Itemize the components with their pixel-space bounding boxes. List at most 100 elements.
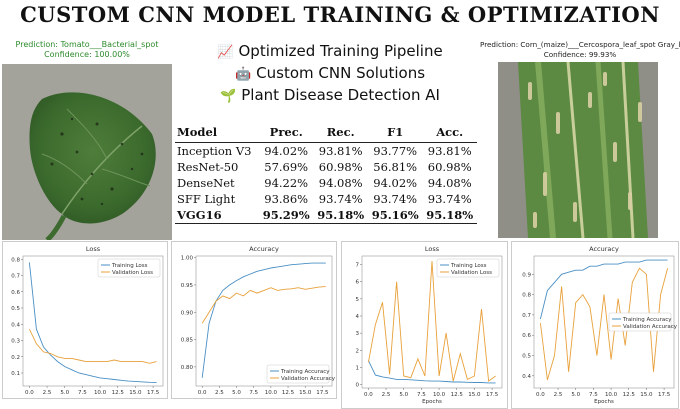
legend-label: Training Accuracy — [622, 317, 672, 323]
left-confidence-label: Confidence: 100.00% — [44, 50, 130, 59]
x-tick-label: 7.5 — [589, 392, 598, 398]
table-row-best: VGG16 95.29% 95.18% 95.16% 95.18% — [175, 207, 477, 224]
feature-label: Plant Disease Detection AI — [241, 86, 440, 104]
feature-list: 📈 Optimized Training Pipeline 🤖 Custom CNN… — [185, 40, 475, 106]
x-tick-label: 15.0 — [640, 392, 653, 398]
x-tick-label: 17.5 — [486, 392, 499, 398]
feature-item-disease-detection: 🌱 Plant Disease Detection AI — [185, 84, 475, 106]
x-tick-label: 5.0 — [399, 392, 408, 398]
cell-value: 60.98% — [318, 160, 363, 174]
y-tick-label: 0.9 — [522, 272, 531, 278]
feature-item-cnn-solutions: 🤖 Custom CNN Solutions — [185, 62, 475, 84]
left-prediction-label: Prediction: Tomato___Bacterial_spot — [15, 40, 159, 49]
seedling-icon: 🌱 — [220, 89, 237, 104]
y-tick-label: 3 — [356, 331, 360, 337]
table-header-row: Model Prec. Rec. F1 Acc. — [175, 123, 477, 143]
legend-label: Training Loss — [111, 263, 148, 269]
cell-model: DenseNet — [177, 176, 235, 190]
x-tick-label: 10.0 — [433, 392, 446, 398]
series-line-0 — [28, 262, 157, 383]
table-row: ResNet-50 57.69% 60.98% 56.81% 60.98% — [175, 159, 477, 175]
cell-value: 93.77% — [373, 144, 418, 158]
y-tick-label: 0.80 — [181, 365, 194, 371]
loss-chart-2-svg: Loss 0 1 2 3 4 5 6 7 0.0 2.5 5.0 7.5 10.0 12.5 15.0 17.5… — [356, 245, 503, 405]
header-f1: F1 — [367, 123, 423, 143]
y-tick-label: 1.00 — [181, 256, 194, 262]
y-tick-label: 0.6 — [522, 333, 531, 339]
x-tick-label: 12.5 — [112, 390, 125, 396]
x-tick-label: 7.5 — [249, 390, 258, 396]
y-tick-label: 0 — [356, 383, 360, 389]
cell-value: 93.74% — [318, 192, 363, 206]
cell-value: 60.98% — [427, 160, 472, 174]
legend-box — [436, 258, 500, 278]
legend-box — [266, 364, 330, 384]
plot-frame — [22, 255, 164, 387]
cell-model: SFF Light — [177, 192, 236, 206]
tomato-leaf-illustration — [2, 64, 172, 240]
legend-label: Validation Loss — [451, 270, 492, 276]
cell-value: 93.86% — [264, 192, 309, 206]
legend-label: Validation Accuracy — [281, 376, 336, 382]
right-prediction-label: Prediction: Corn_(maize)___Cercospora_le… — [480, 40, 680, 49]
x-axis-label: Epochs — [594, 399, 614, 405]
x-tick-label: 2.5 — [382, 392, 391, 398]
y-tick-label: 7 — [356, 263, 360, 269]
y-tick-label: 0.6 — [11, 290, 20, 296]
y-tick-label: 0.85 — [181, 338, 194, 344]
legend-label: Validation Loss — [112, 270, 153, 276]
y-tick-label: 0.4 — [11, 322, 20, 328]
cell-value: 94.08% — [427, 176, 472, 190]
right-confidence-label: Confidence: 99.93% — [543, 50, 617, 59]
chart-loss-2: Loss 0 1 2 3 4 5 6 7 0.0 2.5 5.0 7.5 10.0 12.5 15.0 17.5… — [341, 241, 508, 409]
header-model: Model — [175, 123, 259, 143]
x-tick-label: 5.0 — [571, 392, 580, 398]
chart-accuracy-1: Accuracy 0.80 0.85 0.90 0.95 1.00 0.0 2.5 5.0 7.5… — [171, 241, 337, 399]
x-tick-label: 10.0 — [265, 390, 278, 396]
x-tick-label: 2.5 — [215, 390, 224, 396]
cell-value: 94.22% — [264, 176, 309, 190]
tomato-leaf-image — [2, 64, 172, 240]
y-tick-label: 0.5 — [522, 354, 531, 360]
chart-increasing-icon: 📈 — [217, 45, 234, 60]
left-prediction-panel: Prediction: Tomato___Bacterial_spot Conf… — [2, 40, 172, 240]
cell-value: 93.81% — [318, 144, 363, 158]
y-tick-label: 0.7 — [522, 313, 531, 319]
x-tick-label: 7.5 — [417, 392, 426, 398]
y-tick-label: 0.8 — [522, 293, 531, 299]
chart-loss-1: Loss 0.1 0.2 0.3 0.4 0.5 0.6 0.7 0.8 0.0 2.5 5.0 7.5… — [2, 241, 168, 399]
header-recall: Rec. — [313, 123, 368, 143]
y-tick-label: 4 — [356, 314, 360, 320]
y-tick-label: 0.90 — [181, 310, 194, 316]
cell-model: VGG16 — [175, 207, 259, 224]
x-tick-label: 15.0 — [299, 390, 312, 396]
chart-title: Accuracy — [249, 245, 279, 253]
cell-value: 95.16% — [367, 207, 423, 224]
x-tick-label: 2.5 — [554, 392, 563, 398]
loss-chart-1-svg: Loss 0.1 0.2 0.3 0.4 0.5 0.6 0.7 0.8 0.0 2.5 5.0 7.5… — [11, 245, 164, 396]
chart-title: Accuracy — [589, 245, 619, 253]
cell-value: 93.74% — [373, 192, 418, 206]
x-tick-label: 5.0 — [232, 390, 241, 396]
x-tick-label: 2.5 — [43, 390, 52, 396]
model-metrics-table: Model Prec. Rec. F1 Acc. Inception V3 94… — [175, 123, 477, 224]
x-tick-label: 15.0 — [468, 392, 481, 398]
cell-model: ResNet-50 — [177, 160, 239, 174]
cell-value: 95.18% — [313, 207, 368, 224]
plot-frame — [195, 255, 333, 387]
y-tick-label: 0.5 — [11, 306, 20, 312]
y-tick-label: 6 — [356, 280, 360, 286]
x-tick-label: 17.5 — [316, 390, 329, 396]
series-line-1 — [539, 267, 669, 381]
x-tick-label: 5.0 — [60, 390, 69, 396]
y-tick-label: 0.2 — [11, 355, 20, 361]
cell-value: 57.69% — [264, 160, 309, 174]
x-tick-label: 10.0 — [94, 390, 107, 396]
x-tick-label: 15.0 — [129, 390, 142, 396]
cell-value: 95.18% — [422, 207, 477, 224]
table-row: Inception V3 94.02% 93.81% 93.77% 93.81% — [175, 143, 477, 160]
cell-model: Inception V3 — [177, 144, 252, 158]
series-line-0 — [367, 360, 496, 384]
page-title: CUSTOM CNN MODEL TRAINING & OPTIMIZATION — [20, 2, 660, 27]
legend-label: Training Loss — [450, 263, 487, 269]
